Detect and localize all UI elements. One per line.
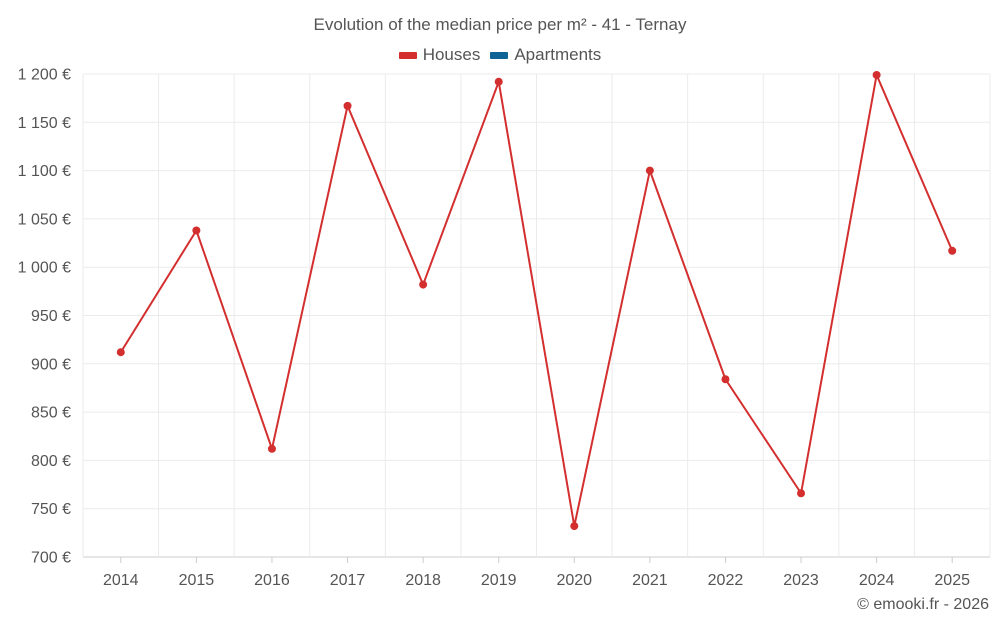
copyright-text: © emooki.fr - 2026 [857,596,989,613]
y-tick-label: 900 € [31,356,71,373]
data-point-houses[interactable] [721,375,730,384]
series-line-houses [119,73,954,528]
x-tick-label: 2023 [783,572,819,589]
legend-swatch-apartments [490,51,509,59]
x-tick-label: 2014 [103,572,139,589]
y-tick-label: 700 € [31,550,71,567]
y-tick-label: 950 € [31,308,71,325]
y-tick-label: 1 100 € [18,163,71,180]
x-tick-label: 2021 [632,572,668,589]
x-tick-label: 2025 [934,572,970,589]
x-tick-label: 2019 [481,572,517,589]
data-point-houses[interactable] [419,280,428,289]
legend: Houses Apartments [0,45,1000,65]
x-tick-label: 2016 [254,572,290,589]
legend-item-houses[interactable]: Houses [398,45,481,65]
y-tick-label: 1 150 € [18,115,71,132]
y-tick-label: 1 000 € [18,260,71,277]
data-point-houses[interactable] [645,166,654,175]
y-tick-label: 750 € [31,501,71,518]
legend-label-apartments: Apartments [514,45,602,64]
data-point-houses[interactable] [570,522,579,531]
y-tick-label: 1 200 € [18,67,71,84]
data-point-houses[interactable] [192,226,201,235]
x-tick-label: 2020 [556,572,592,589]
legend-label-houses: Houses [422,45,481,64]
x-tick-label: 2017 [330,572,366,589]
data-point-houses[interactable] [494,77,503,86]
data-point-houses[interactable] [267,444,276,453]
x-tick-label: 2018 [405,572,441,589]
x-tick-label: 2024 [859,572,895,589]
data-point-houses[interactable] [948,246,957,255]
y-tick-label: 850 € [31,405,71,422]
chart-title: Evolution of the median price per m² - 4… [313,15,687,34]
data-point-houses[interactable] [116,348,125,357]
y-tick-label: 800 € [31,453,71,470]
legend-swatch-houses [398,51,417,59]
data-point-houses[interactable] [797,489,806,498]
y-tick-label: 1 050 € [18,211,71,228]
x-tick-label: 2022 [708,572,744,589]
legend-item-apartments[interactable]: Apartments [490,45,601,65]
x-tick-label: 2015 [179,572,215,589]
data-point-houses[interactable] [343,101,352,110]
data-point-houses[interactable] [872,70,881,79]
